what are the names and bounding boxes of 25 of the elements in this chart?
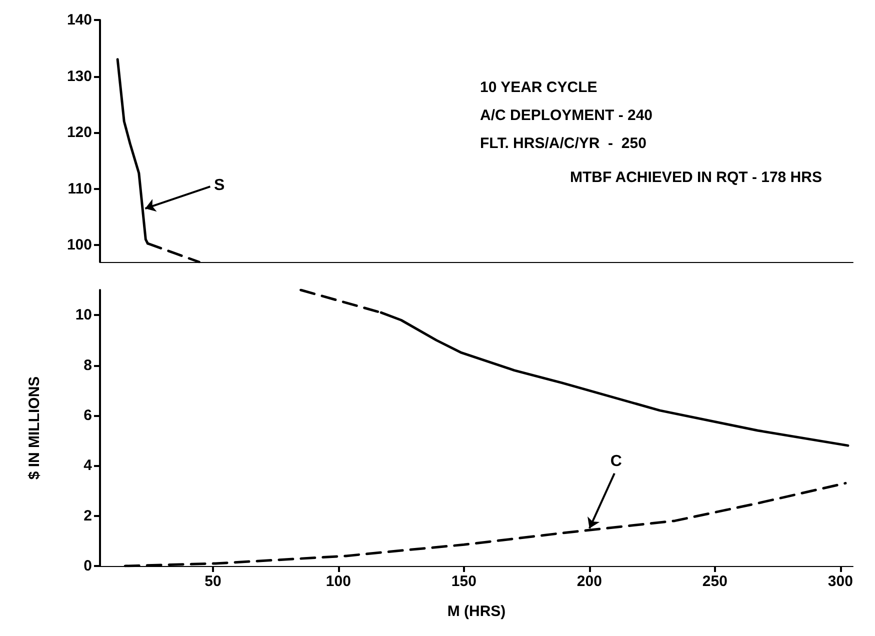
x-tick-label: 50 — [204, 573, 222, 590]
y-axis-title: $ IN MILLIONS — [26, 376, 43, 480]
y-tick-label: 0 — [84, 558, 92, 574]
y-tick-label: 8 — [84, 356, 92, 374]
x-tick-label: 300 — [828, 573, 853, 590]
annotation: S — [214, 176, 225, 194]
x-tick-label: 100 — [326, 573, 351, 590]
annotation: 10 YEAR CYCLE — [480, 79, 598, 96]
x-tick-label: 250 — [702, 573, 728, 590]
y-tick-label: 140 — [66, 12, 92, 28]
y-tick-label: 110 — [68, 180, 92, 198]
x-tick-label: 200 — [576, 573, 602, 590]
annotation: A/C DEPLOYMENT - 240 — [480, 107, 653, 124]
y-tick-label: 130 — [66, 68, 92, 85]
y-tick-label: 6 — [84, 406, 92, 424]
annotation: C — [610, 453, 622, 470]
annotation: MTBF ACHIEVED IN RQT - 178 HRS — [570, 169, 822, 186]
y-tick-label: 10 — [75, 306, 92, 324]
y-tick-label: 120 — [66, 124, 92, 142]
y-tick-label: 100 — [66, 236, 92, 254]
x-axis-title: M (HRS) — [447, 603, 506, 620]
x-tick-label: 150 — [451, 573, 476, 590]
annotation: FLT. HRS/A/C/YR - 250 — [480, 135, 646, 152]
y-tick-label: 4 — [84, 457, 93, 474]
y-tick-label: 2 — [84, 507, 92, 524]
